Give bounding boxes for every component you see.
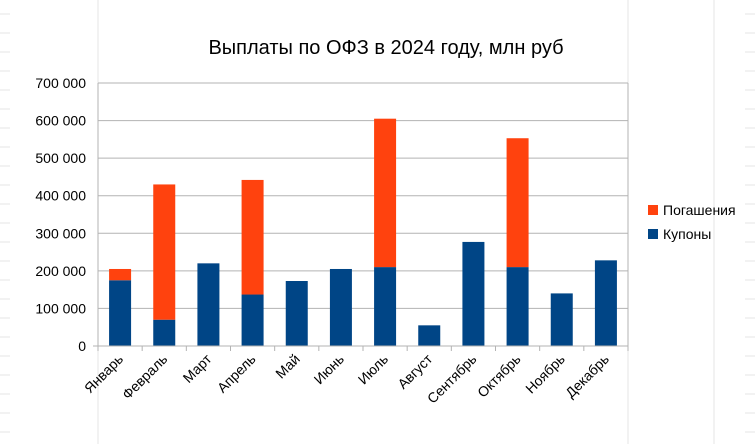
- bar-coupons: [285, 281, 308, 346]
- y-tick-labels: 0 100 000 200 000 300 000 400 000 500 000 600 …: [35, 75, 86, 354]
- bar-coupons: [594, 260, 617, 346]
- bar-redemptions: [153, 184, 176, 320]
- x-tick-label: Май: [272, 351, 303, 382]
- bar-coupons: [241, 294, 264, 346]
- bar-redemptions: [506, 138, 529, 268]
- legend-label: Купоны: [663, 226, 711, 242]
- bar-coupons: [462, 241, 485, 346]
- chart-title: Выплаты по ОФЗ в 2024 году, млн руб: [208, 37, 563, 59]
- bar-coupons: [197, 263, 220, 346]
- bar-redemptions: [374, 118, 397, 268]
- legend-swatch: [648, 205, 658, 215]
- x-tick-label: Март: [180, 350, 215, 385]
- bar-redemptions: [241, 179, 264, 295]
- legend: Погашения Купоны: [648, 202, 736, 242]
- bar-coupons: [109, 280, 132, 346]
- x-tick-label: Декабрь: [562, 351, 612, 401]
- x-tick-label: Июнь: [311, 351, 347, 387]
- y-tick-label: 100 000: [35, 300, 86, 316]
- legend-swatch: [648, 229, 658, 239]
- y-tick-label: 500 000: [35, 150, 86, 166]
- axes: [93, 83, 629, 351]
- bar-coupons: [550, 293, 573, 346]
- y-tick-label: 700 000: [35, 75, 86, 91]
- bar-coupons: [506, 267, 529, 346]
- y-tick-label: 300 000: [35, 225, 86, 241]
- bar-redemptions: [109, 268, 132, 281]
- bar-series-group: [109, 118, 617, 346]
- y-tick-label: 400 000: [35, 188, 86, 204]
- y-tick-label: 200 000: [35, 263, 86, 279]
- y-tick-label: 600 000: [35, 113, 86, 129]
- bar-coupons: [329, 268, 352, 346]
- x-tick-label: Апрель: [214, 351, 259, 396]
- y-gridlines: [98, 82, 628, 347]
- bar-coupons: [153, 319, 176, 346]
- y-tick-label: 0: [78, 338, 86, 354]
- x-tick-label: Февраль: [119, 351, 171, 403]
- bar-coupons: [374, 267, 397, 346]
- x-tick-label: Август: [394, 350, 436, 392]
- x-tick-label: Июль: [355, 351, 392, 388]
- x-tick-label: Октябрь: [474, 351, 524, 401]
- bar-coupons: [418, 325, 441, 346]
- legend-label: Погашения: [663, 202, 736, 218]
